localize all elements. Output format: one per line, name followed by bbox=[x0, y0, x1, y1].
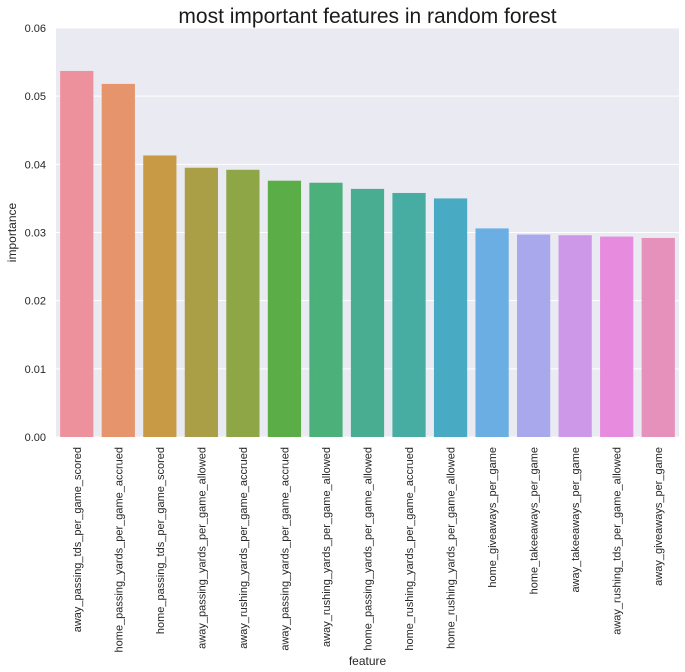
x-axis-ticks: away_passing_tds_per_game_scored home_pas… bbox=[72, 447, 665, 652]
y-axis-ticks: 0.00 0.01 0.02 0.03 0.04 0.05 0.06 bbox=[25, 23, 46, 444]
y-tick-label: 0.01 bbox=[25, 364, 46, 376]
x-tick-label: away_rushing_tds_per_game_allowed bbox=[612, 447, 624, 635]
x-tick-label: away_rushing_yards_per_game_accrued bbox=[238, 447, 250, 649]
bar bbox=[392, 192, 426, 437]
bar bbox=[60, 70, 94, 437]
bar bbox=[475, 228, 509, 437]
bar bbox=[517, 234, 551, 437]
chart-title: most important features in random forest bbox=[178, 5, 556, 28]
y-tick-label: 0.05 bbox=[25, 91, 46, 103]
bar bbox=[143, 155, 177, 437]
y-tick-label: 0.00 bbox=[25, 432, 46, 444]
x-tick-label: home_rushing_yards_per_game_accrued bbox=[404, 447, 416, 651]
bar bbox=[641, 237, 675, 437]
bar bbox=[226, 169, 260, 437]
x-axis-label: feature bbox=[349, 654, 387, 668]
x-tick-label: home_passing_yards_per_game_allowed bbox=[363, 447, 375, 651]
y-tick-label: 0.02 bbox=[25, 296, 46, 308]
bar bbox=[267, 180, 302, 437]
x-tick-label: away_passing_yards_per_game_accrued bbox=[279, 447, 291, 651]
x-tick-label: away_takeeaways_per_game bbox=[570, 447, 582, 593]
x-tick-label: home_passing_tds_per_game_scored bbox=[155, 447, 167, 634]
bar bbox=[600, 236, 634, 437]
x-tick-label: home_takeeaways_per_game bbox=[529, 447, 541, 594]
y-tick-label: 0.04 bbox=[25, 159, 46, 171]
x-tick-label: home_giveaways_per_game bbox=[487, 447, 499, 588]
x-tick-label: away_giveaways_per_game bbox=[653, 447, 665, 586]
y-tick-label: 0.03 bbox=[25, 228, 46, 240]
bar bbox=[101, 83, 135, 437]
y-axis-label: importance bbox=[5, 203, 19, 263]
x-tick-label: away_passing_yards_per_game_allowed bbox=[196, 447, 208, 649]
bar bbox=[184, 167, 218, 437]
bar bbox=[350, 188, 385, 437]
bars bbox=[60, 70, 675, 437]
x-tick-label: home_passing_yards_per_game_accrued bbox=[113, 447, 125, 652]
bar bbox=[433, 198, 468, 437]
bar bbox=[309, 182, 343, 437]
bar bbox=[558, 235, 592, 437]
x-tick-label: away_rushing_yards_per_game_allowed bbox=[321, 447, 333, 647]
x-tick-label: home_rushing_yards_per_game_allowed bbox=[446, 447, 458, 649]
x-tick-label: away_passing_tds_per_game_scored bbox=[72, 447, 84, 632]
y-tick-label: 0.06 bbox=[25, 23, 46, 35]
